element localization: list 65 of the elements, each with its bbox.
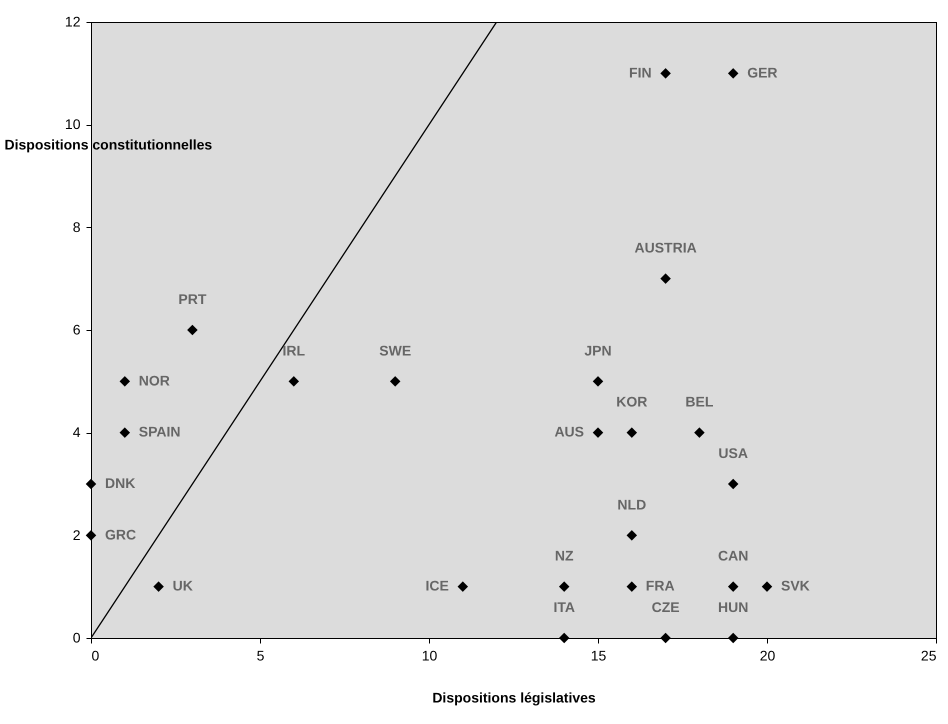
annotation: SVK: [781, 578, 810, 594]
annotation: AUSTRIA: [634, 240, 697, 256]
y-tick-label: 2: [72, 526, 81, 543]
point: [592, 376, 604, 387]
point: [694, 427, 705, 438]
annotation: HUN: [718, 599, 748, 615]
x-tick-label: 25: [920, 648, 937, 664]
y-tick-label: 8: [72, 218, 81, 235]
y-tick-label: 0: [72, 630, 81, 646]
point: [762, 581, 772, 592]
annotation: JPN: [584, 342, 612, 358]
x-tick-label: 0: [92, 648, 100, 664]
point: [120, 376, 130, 387]
x-tick-label: 20: [760, 648, 776, 664]
point: [558, 632, 570, 644]
point: [86, 530, 96, 541]
point: [660, 273, 671, 284]
annotation: ICE: [425, 578, 449, 594]
y-tick-label: 12: [64, 14, 81, 30]
annotation: NLD: [617, 496, 646, 512]
annotation: AUS: [554, 424, 584, 440]
x-tick-label: 15: [590, 648, 606, 664]
x-tick-label: 5: [256, 648, 265, 664]
point: [592, 427, 604, 438]
point: [626, 427, 638, 438]
annotation: ITA: [553, 599, 575, 615]
annotation: SWE: [379, 342, 412, 358]
annotation: UK: [172, 578, 193, 594]
annotation: FIN: [629, 64, 652, 80]
y-axis-title: Dispositions constitutionnelles: [4, 136, 212, 153]
annotation: IRL: [282, 342, 306, 358]
annotation: USA: [718, 445, 748, 461]
annotation: GRC: [105, 526, 136, 542]
annotation: DNK: [105, 475, 136, 491]
annotation: FRA: [646, 578, 675, 594]
point: [728, 632, 738, 644]
point: [86, 478, 96, 490]
annotation: BEL: [685, 394, 714, 410]
annotation: NOR: [138, 372, 170, 388]
point: [120, 427, 130, 438]
y-tick-label: 4: [72, 424, 81, 440]
point: [458, 581, 468, 592]
point: [187, 324, 198, 336]
annotation: KOR: [616, 394, 648, 410]
point: [390, 376, 400, 387]
x-axis-title: Dispositions législatives: [432, 690, 596, 706]
annotation: CZE: [652, 599, 680, 615]
point: [728, 581, 738, 592]
point: [153, 581, 164, 592]
y-tick-label: 6: [72, 322, 81, 338]
x-tick-label: 10: [422, 648, 438, 664]
point: [288, 376, 300, 387]
point: [660, 68, 671, 79]
y-tick-label: 10: [64, 116, 81, 132]
point: [626, 530, 638, 541]
annotation: CAN: [718, 548, 748, 564]
point: [728, 478, 738, 490]
annotation: NZ: [554, 548, 574, 564]
point: [626, 581, 638, 592]
point: [558, 581, 570, 592]
point: [728, 68, 738, 79]
annotation: PRT: [178, 291, 207, 307]
annotation: SPAIN: [138, 424, 181, 440]
annotation: GER: [747, 64, 778, 80]
point: [660, 632, 671, 644]
